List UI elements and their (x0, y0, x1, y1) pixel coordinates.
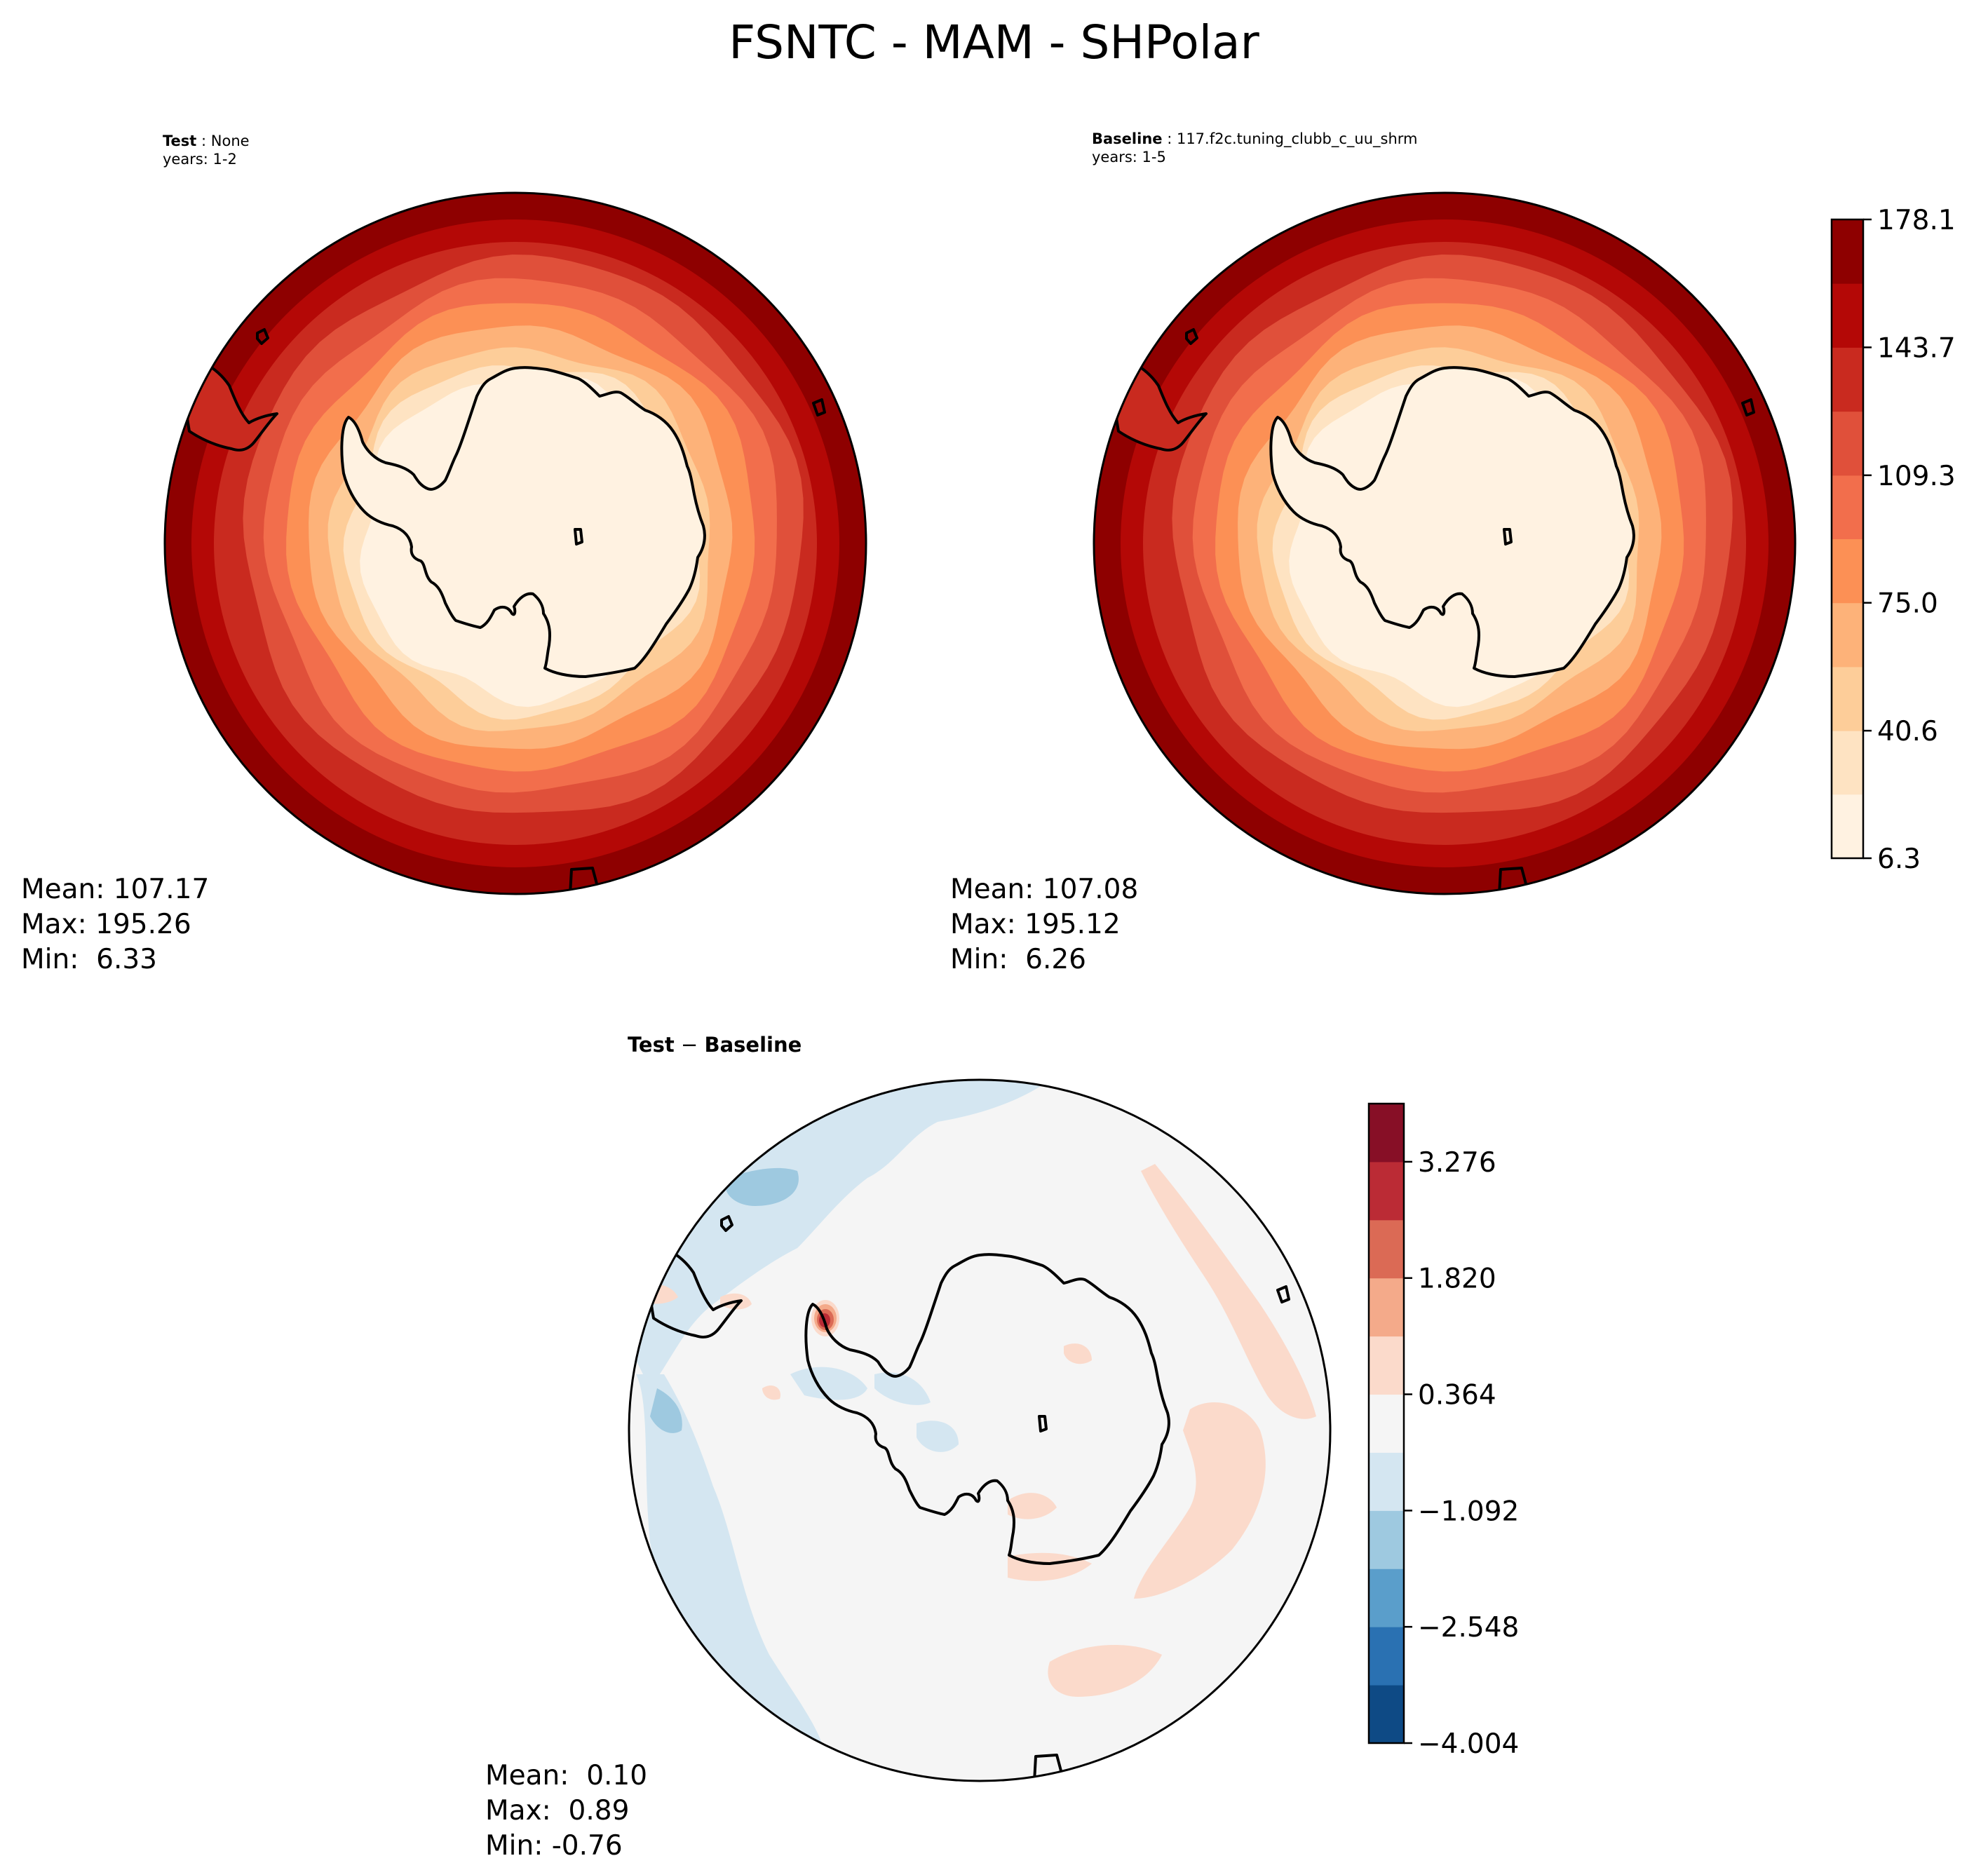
baseline-colorbar-tick-label-1: 40.6 (1877, 716, 1938, 747)
baseline-min: Min: 6.26 (950, 944, 1086, 975)
diff-colorbar-tick-label-0: −4.004 (1418, 1728, 1519, 1760)
baseline-years: years: 1-5 (1092, 149, 1166, 165)
diff-patch-3 (650, 1388, 682, 1433)
diff-colorbar-tick-label-1: −2.548 (1418, 1612, 1519, 1644)
test-panel-title: Test : None years: 1-2 (163, 133, 250, 168)
baseline-name-label: Baseline (1092, 130, 1163, 147)
baseline-colorbar-segment-1 (1832, 731, 1863, 795)
diff-stats: Mean: 0.10 Max: 0.89 Min: -0.76 (485, 1759, 647, 1864)
baseline-colorbar-tick-label-4: 143.7 (1877, 332, 1956, 364)
diff-colorbar-segment-8 (1369, 1219, 1404, 1279)
test-min: Min: 6.33 (21, 944, 157, 975)
test-years: years: 1-2 (163, 151, 237, 168)
diff-colorbar-segment-1 (1369, 1627, 1404, 1686)
baseline-stats: Mean: 107.08 Max: 195.12 Min: 6.26 (950, 872, 1138, 977)
test-name-label: Test (163, 133, 197, 149)
baseline-name-value: 117.f2c.tuning_clubb_c_uu_shrm (1176, 130, 1418, 147)
diff-patch-1 (725, 1167, 799, 1206)
baseline-colorbar-segment-6 (1832, 411, 1863, 476)
diff-colorbar-segment-9 (1369, 1161, 1404, 1221)
diff-patch-10 (1008, 1493, 1057, 1519)
diff-title-test: Test (628, 1033, 675, 1057)
baseline-colorbar-segment-9 (1832, 219, 1863, 284)
test-max: Max: 195.26 (21, 909, 191, 940)
baseline-colorbar-segment-5 (1832, 475, 1863, 539)
diff-title-baseline: Baseline (704, 1033, 802, 1057)
baseline-colorbar-tick-label-5: 178.1 (1877, 205, 1956, 236)
figure-title: FSNTC - MAM - SHPolar (729, 15, 1259, 69)
test-mean: Mean: 107.17 (21, 874, 210, 905)
diff-patch-4 (790, 1367, 867, 1400)
baseline-map-border (1093, 191, 1797, 895)
diff-colorbar-segment-0 (1369, 1685, 1404, 1744)
diff-patch-2 (636, 1374, 825, 1774)
baseline-panel-title: Baseline : 117.f2c.tuning_clubb_c_uu_shr… (1092, 130, 1418, 165)
baseline-colorbar-segment-2 (1832, 666, 1863, 731)
diff-colorbar-segment-4 (1369, 1452, 1404, 1511)
diff-colorbar-tick-label-4: 1.820 (1418, 1263, 1496, 1295)
diff-colorbar-segment-10 (1369, 1104, 1404, 1163)
diff-panel-title: Test − Baseline (628, 1033, 802, 1057)
diff-map-border (628, 1078, 1332, 1782)
diff-patch-5 (917, 1421, 959, 1452)
diff-patch-6 (874, 1372, 931, 1405)
diff-max: Max: 0.89 (485, 1795, 630, 1827)
test-name-value: None (210, 133, 250, 149)
diff-colorbar-tick-label-3: 0.364 (1418, 1380, 1496, 1411)
diff-colorbar-tick-label-2: −1.092 (1418, 1496, 1519, 1527)
baseline-colorbar: 6.3 40.6 75.0 109.3 143.7 178.1 (1830, 205, 1956, 875)
baseline-colorbar-tick-label-3: 109.3 (1877, 461, 1956, 492)
baseline-colorbar-frame (1830, 218, 1865, 860)
diff-colorbar-segment-6 (1369, 1336, 1404, 1395)
diff-colorbar-tick-label-5: 3.276 (1418, 1147, 1496, 1179)
baseline-colorbar-segment-8 (1832, 283, 1863, 348)
baseline-colorbar-tick-label-0: 6.3 (1877, 843, 1921, 875)
diff-patch-8 (1134, 1402, 1266, 1599)
diff-colorbar-segment-3 (1369, 1510, 1404, 1569)
diff-colorbar-segment-2 (1369, 1569, 1404, 1627)
diff-mean: Mean: 0.10 (485, 1760, 648, 1791)
test-map-border (163, 191, 867, 895)
diff-patch-0 (629, 1080, 1050, 1388)
diff-colorbar: −4.004 −2.548 −1.092 0.364 1.820 3.276 (1367, 1102, 1519, 1760)
baseline-colorbar-segment-0 (1832, 794, 1863, 859)
diff-background (629, 1080, 1330, 1781)
baseline-colorbar-segment-7 (1832, 347, 1863, 412)
diff-patch-13 (1064, 1343, 1092, 1364)
test-stats: Mean: 107.17 Max: 195.26 Min: 6.33 (21, 872, 209, 977)
baseline-mean: Mean: 107.08 (950, 874, 1139, 905)
diff-map (629, 1080, 1330, 1781)
baseline-map (1094, 193, 1795, 894)
baseline-colorbar-segment-3 (1832, 602, 1863, 668)
test-map (165, 193, 866, 894)
diff-colorbar-frame (1367, 1102, 1405, 1744)
baseline-max: Max: 195.12 (950, 909, 1121, 940)
diff-patch-12 (762, 1385, 780, 1400)
baseline-colorbar-tick-label-2: 75.0 (1877, 588, 1938, 620)
diff-patch-9 (1048, 1645, 1162, 1697)
diff-min: Min: -0.76 (485, 1830, 623, 1862)
diff-colorbar-segment-7 (1369, 1278, 1404, 1337)
baseline-colorbar-segment-4 (1832, 538, 1863, 604)
diff-patch-7 (1141, 1164, 1316, 1419)
diff-colorbar-segment-5 (1369, 1394, 1404, 1453)
diff-title-minus: − (674, 1033, 705, 1057)
